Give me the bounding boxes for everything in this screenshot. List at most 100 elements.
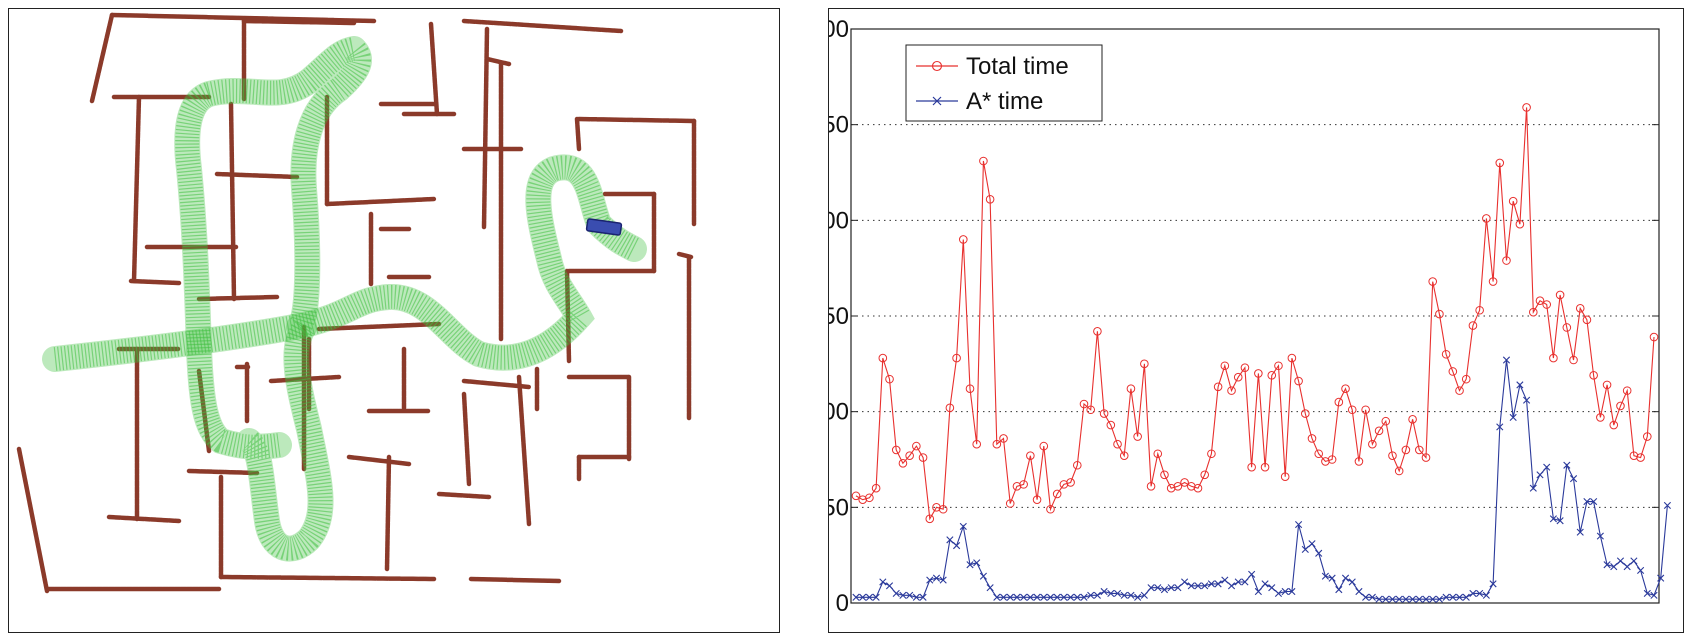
y-tick-label: 50: [829, 494, 849, 521]
data-point: [1347, 405, 1357, 415]
data-point: [1590, 498, 1598, 506]
data-point: [1361, 405, 1370, 415]
data-point: [1261, 580, 1269, 588]
data-point: [1220, 361, 1230, 371]
maze-wall: [196, 368, 212, 454]
data-point: [1596, 532, 1604, 540]
maze-wall: [324, 196, 437, 207]
legend-box: [905, 44, 1103, 122]
data-point: [1274, 589, 1283, 598]
data-point: [958, 235, 968, 244]
data-point: [1046, 593, 1055, 601]
maze-wall: [576, 116, 697, 124]
data-point: [1382, 595, 1390, 603]
data-point: [906, 591, 914, 599]
data-point: [1072, 460, 1082, 470]
data-point: [1221, 576, 1229, 584]
data-point: [1374, 426, 1384, 436]
data-point: [1488, 277, 1498, 286]
data-point: [865, 593, 874, 601]
data-point: [1455, 593, 1464, 601]
data-point: [966, 561, 974, 569]
data-point: [1066, 478, 1075, 487]
data-point: [1368, 439, 1377, 449]
data-point: [1294, 520, 1303, 529]
data-point: [1327, 455, 1337, 464]
data-point: [1429, 595, 1437, 603]
maze-wall: [214, 171, 300, 180]
data-point: [1643, 589, 1651, 598]
data-point: [1428, 277, 1438, 286]
data-point: [859, 593, 867, 601]
data-point: [1328, 574, 1336, 582]
legend: Total time A* time: [905, 44, 1103, 122]
data-point: [1649, 332, 1659, 342]
maze-wall: [16, 446, 50, 594]
data-point: [1401, 445, 1411, 455]
data-point: [919, 593, 927, 601]
data-point: [1354, 457, 1364, 466]
data-point: [1408, 595, 1417, 603]
data-point: [1555, 290, 1565, 300]
data-point: [1334, 397, 1344, 407]
data-point: [1013, 593, 1021, 601]
vehicle-icon: [585, 218, 623, 236]
data-point: [985, 194, 995, 204]
data-point: [1039, 441, 1049, 451]
series-1: [852, 356, 1672, 603]
data-point: [1040, 593, 1048, 601]
data-point: [1241, 578, 1249, 586]
data-point: [1515, 219, 1525, 229]
data-point: [1079, 399, 1089, 409]
data-point: [1268, 584, 1276, 592]
data-point: [1549, 353, 1558, 363]
data-point: [1636, 453, 1645, 462]
data-point: [1281, 587, 1289, 596]
data-point: [1207, 580, 1216, 588]
data-point: [1395, 595, 1403, 603]
data-point: [959, 522, 967, 531]
data-point: [1005, 499, 1015, 508]
data-point: [1502, 356, 1511, 364]
data-point: [892, 589, 900, 598]
data-point: [1461, 374, 1471, 384]
series-layer: [851, 103, 1672, 603]
data-point: [1086, 405, 1096, 415]
data-point: [999, 434, 1008, 443]
data-point: [852, 593, 860, 601]
planned-path-footprints: [175, 37, 371, 561]
data-point: [1623, 563, 1631, 571]
data-point: [1254, 369, 1263, 378]
data-point: [1642, 432, 1652, 441]
data-point: [1596, 413, 1605, 422]
maze-wall: [384, 454, 392, 572]
data-point: [1495, 158, 1505, 168]
data-point: [1408, 415, 1417, 424]
data-point: [1119, 451, 1129, 460]
data-point: [1267, 371, 1277, 380]
data-point: [1508, 196, 1518, 206]
maze-wall: [481, 26, 490, 230]
data-point: [1542, 300, 1552, 309]
maze-wall: [574, 116, 582, 152]
data-point: [1583, 498, 1591, 506]
data-point: [912, 593, 920, 601]
data-point: [1260, 462, 1270, 472]
data-point: [872, 593, 880, 601]
data-point: [1193, 483, 1203, 493]
data-point: [1134, 593, 1142, 601]
data-point: [1502, 256, 1511, 265]
data-point: [1146, 481, 1156, 491]
data-point: [979, 572, 988, 580]
data-point: [1388, 595, 1397, 603]
legend-label: Total time: [966, 53, 1069, 80]
data-point: [1214, 580, 1222, 588]
data-point: [918, 453, 928, 462]
data-point: [965, 384, 975, 394]
data-point: [1233, 372, 1243, 382]
data-point: [992, 439, 1002, 449]
data-point: [1140, 591, 1148, 599]
data-point: [1053, 593, 1061, 601]
data-point: [1073, 593, 1081, 601]
